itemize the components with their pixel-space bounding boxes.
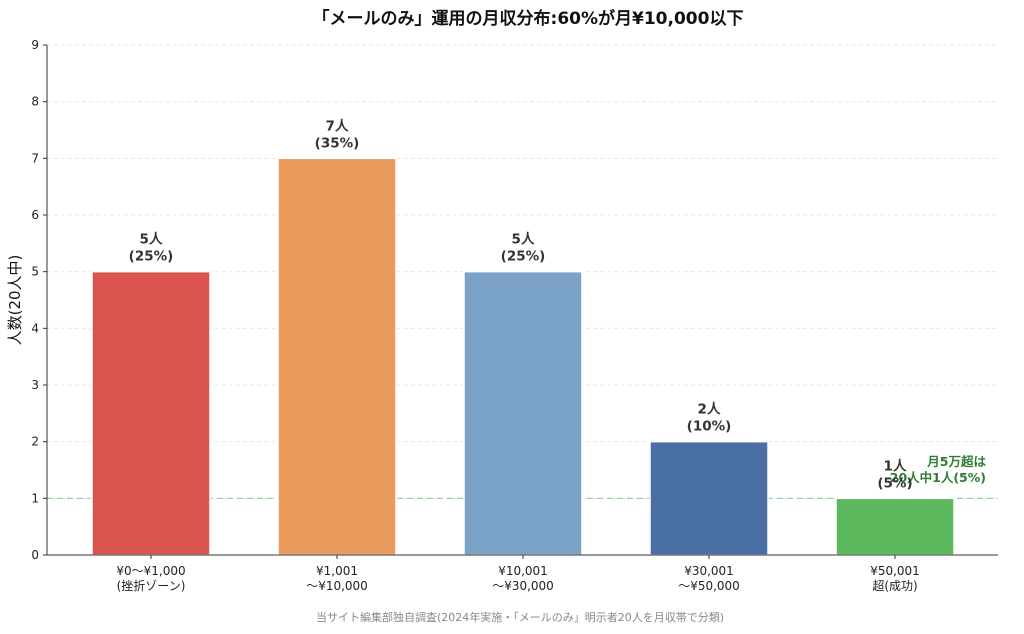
bar — [835, 497, 955, 556]
y-tick-label: 8 — [31, 95, 39, 109]
y-tick-label: 3 — [31, 378, 39, 392]
bar — [277, 157, 397, 556]
bar — [463, 270, 583, 556]
x-tick-label: 超(成功) — [872, 578, 917, 593]
y-tick-label: 0 — [31, 548, 39, 562]
bar-value-label: 7人 — [326, 118, 349, 134]
bar-value-label: (25%) — [129, 249, 174, 265]
y-tick-label: 5 — [31, 265, 39, 279]
x-tick-label: ¥10,001 — [498, 564, 548, 578]
chart-title: 「メールのみ」運用の月収分布:60%が月¥10,000以下 — [313, 8, 744, 29]
x-tick-label: 〜¥30,000 — [492, 579, 554, 593]
bar-value-label: (35%) — [315, 135, 360, 151]
y-tick-label: 2 — [31, 435, 39, 449]
y-tick-label: 9 — [31, 38, 39, 52]
y-tick-label: 7 — [31, 151, 39, 165]
bar-value-label: (5%) — [877, 475, 912, 491]
bar-value-label: 2人 — [698, 402, 721, 418]
bar — [91, 270, 211, 556]
source-note: 当サイト編集部独自調査(2024年実施・「メールのみ」明示者20人を月収帯で分類… — [316, 610, 724, 624]
x-tick-label: ¥0〜¥1,000 — [116, 564, 185, 578]
bar-value-label: 5人 — [140, 232, 163, 248]
x-tick-label: (挫折ゾーン) — [117, 578, 186, 593]
value-labels: 5人(25%)7人(35%)5人(25%)2人(10%)1人(5%) — [129, 118, 913, 491]
bar-value-label: (10%) — [687, 419, 732, 435]
x-tick-label: ¥30,001 — [684, 564, 734, 578]
y-tick-label: 6 — [31, 208, 39, 222]
y-axis-label: 人数(20人中) — [6, 255, 24, 346]
bar-value-label: 1人 — [884, 458, 907, 474]
bars — [91, 157, 955, 556]
y-tick-label: 1 — [31, 491, 39, 505]
x-tick-label: ¥1,001 — [316, 564, 358, 578]
bar-value-label: 5人 — [512, 232, 535, 248]
reference-annotation: 月5万超は — [926, 454, 986, 469]
x-tick-label: ¥50,001 — [870, 564, 920, 578]
x-tick-label: 〜¥50,000 — [678, 579, 740, 593]
x-tick-label: 〜¥10,000 — [306, 579, 368, 593]
bar-value-label: (25%) — [501, 249, 546, 265]
reference-annotation: 20人中1人(5%) — [890, 470, 986, 485]
bar — [649, 440, 769, 556]
y-tick-label: 4 — [31, 321, 39, 335]
axes: 0 1 2 3 4 5 6 7 8 9 ¥0〜¥1,000(挫折ゾーン) ¥1,001〜¥10,000… — [31, 38, 998, 593]
